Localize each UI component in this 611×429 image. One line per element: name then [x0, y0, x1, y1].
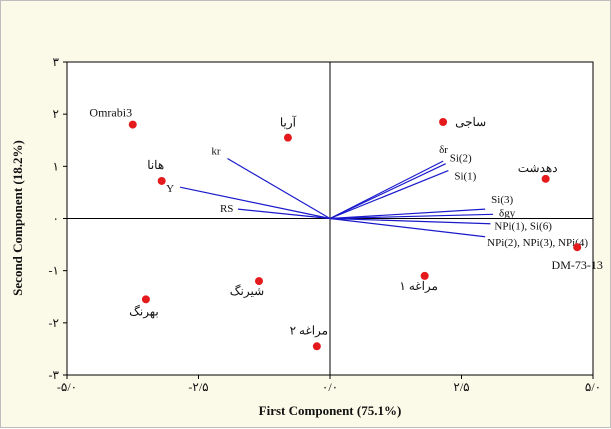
loading-vector-label: Y	[166, 183, 174, 195]
score-point	[420, 271, 429, 280]
x-tick-label: -۵/۰	[57, 380, 77, 394]
loading-vector-line	[329, 217, 486, 238]
y-tick-label: ۲	[53, 107, 59, 121]
x-axis-ticks: -۵/۰ -۲/۵ ۰/۰ ۲/۵ ۵/۰	[57, 375, 601, 394]
loading-vector-label: δgy	[499, 207, 516, 219]
score-point	[254, 277, 263, 286]
loading-vector-line	[227, 157, 331, 220]
score-point-label: هانا	[147, 158, 164, 172]
loading-vector-label: kr	[211, 146, 221, 158]
score-point	[283, 133, 292, 142]
y-tick-label: -۲	[49, 316, 59, 330]
loading-vector-line	[179, 186, 331, 220]
score-point	[141, 295, 150, 304]
score-point-label: دهدشت	[518, 161, 558, 175]
score-points: Omrabi3 آریا ساجی هانا دهدشت DM-73-13 شیرنگ بهر…	[89, 106, 603, 351]
score-point	[312, 342, 321, 351]
y-tick-label: ۳	[53, 55, 60, 69]
y-axis-ticks: ۳ ۲ ۱ ۰ -۱ -۲ -۳	[49, 55, 67, 382]
loading-vector-label: δr	[439, 144, 448, 156]
x-tick-label: -۲/۵	[188, 380, 208, 394]
x-tick-label: ۰/۰	[322, 380, 338, 394]
score-point	[157, 176, 166, 185]
score-point-label: مراغه ۱	[399, 279, 438, 293]
score-point-label: مراغه ۲	[290, 323, 329, 337]
score-point-label: ساجی	[455, 115, 486, 129]
loading-vector-line	[329, 169, 449, 220]
loading-vector-label: NPi(2), NPi(3), NPi(4)	[487, 237, 588, 249]
score-point-label: بهرنگ	[129, 304, 159, 318]
loading-vector-line	[329, 217, 491, 225]
x-tick-label: ۲/۵	[453, 380, 469, 394]
loading-vector-label: Si(3)	[491, 194, 513, 206]
score-point	[128, 120, 137, 129]
y-axis-title: Second Component (18.2%)	[10, 140, 25, 296]
score-point	[439, 117, 448, 126]
loading-vector-label: NPi(1), Si(6)	[494, 221, 552, 233]
y-tick-label: ۰	[53, 212, 59, 226]
loading-vector-line	[329, 163, 446, 220]
x-tick-label: ۵/۰	[585, 380, 601, 394]
y-tick-label: -۳	[49, 368, 60, 382]
score-point-label: DM-73-13	[552, 258, 603, 272]
loading-vector-label: Si(2)	[450, 153, 472, 165]
loading-vector-label: RS	[220, 203, 233, 215]
score-point	[541, 174, 550, 183]
loading-vector-label: Si(1)	[454, 171, 476, 183]
loading-vector-line	[237, 208, 331, 220]
score-point-label: Omrabi3	[89, 106, 132, 120]
loading-vector-line	[329, 208, 486, 220]
score-point-label: آریا	[280, 115, 297, 130]
y-tick-label: ۱	[53, 159, 59, 173]
score-point-label: شیرنگ	[230, 284, 264, 298]
x-axis-title: First Component (75.1%)	[259, 403, 402, 418]
y-tick-label: -۱	[49, 264, 59, 278]
score-point	[573, 243, 582, 252]
loading-vector-line	[329, 213, 494, 220]
